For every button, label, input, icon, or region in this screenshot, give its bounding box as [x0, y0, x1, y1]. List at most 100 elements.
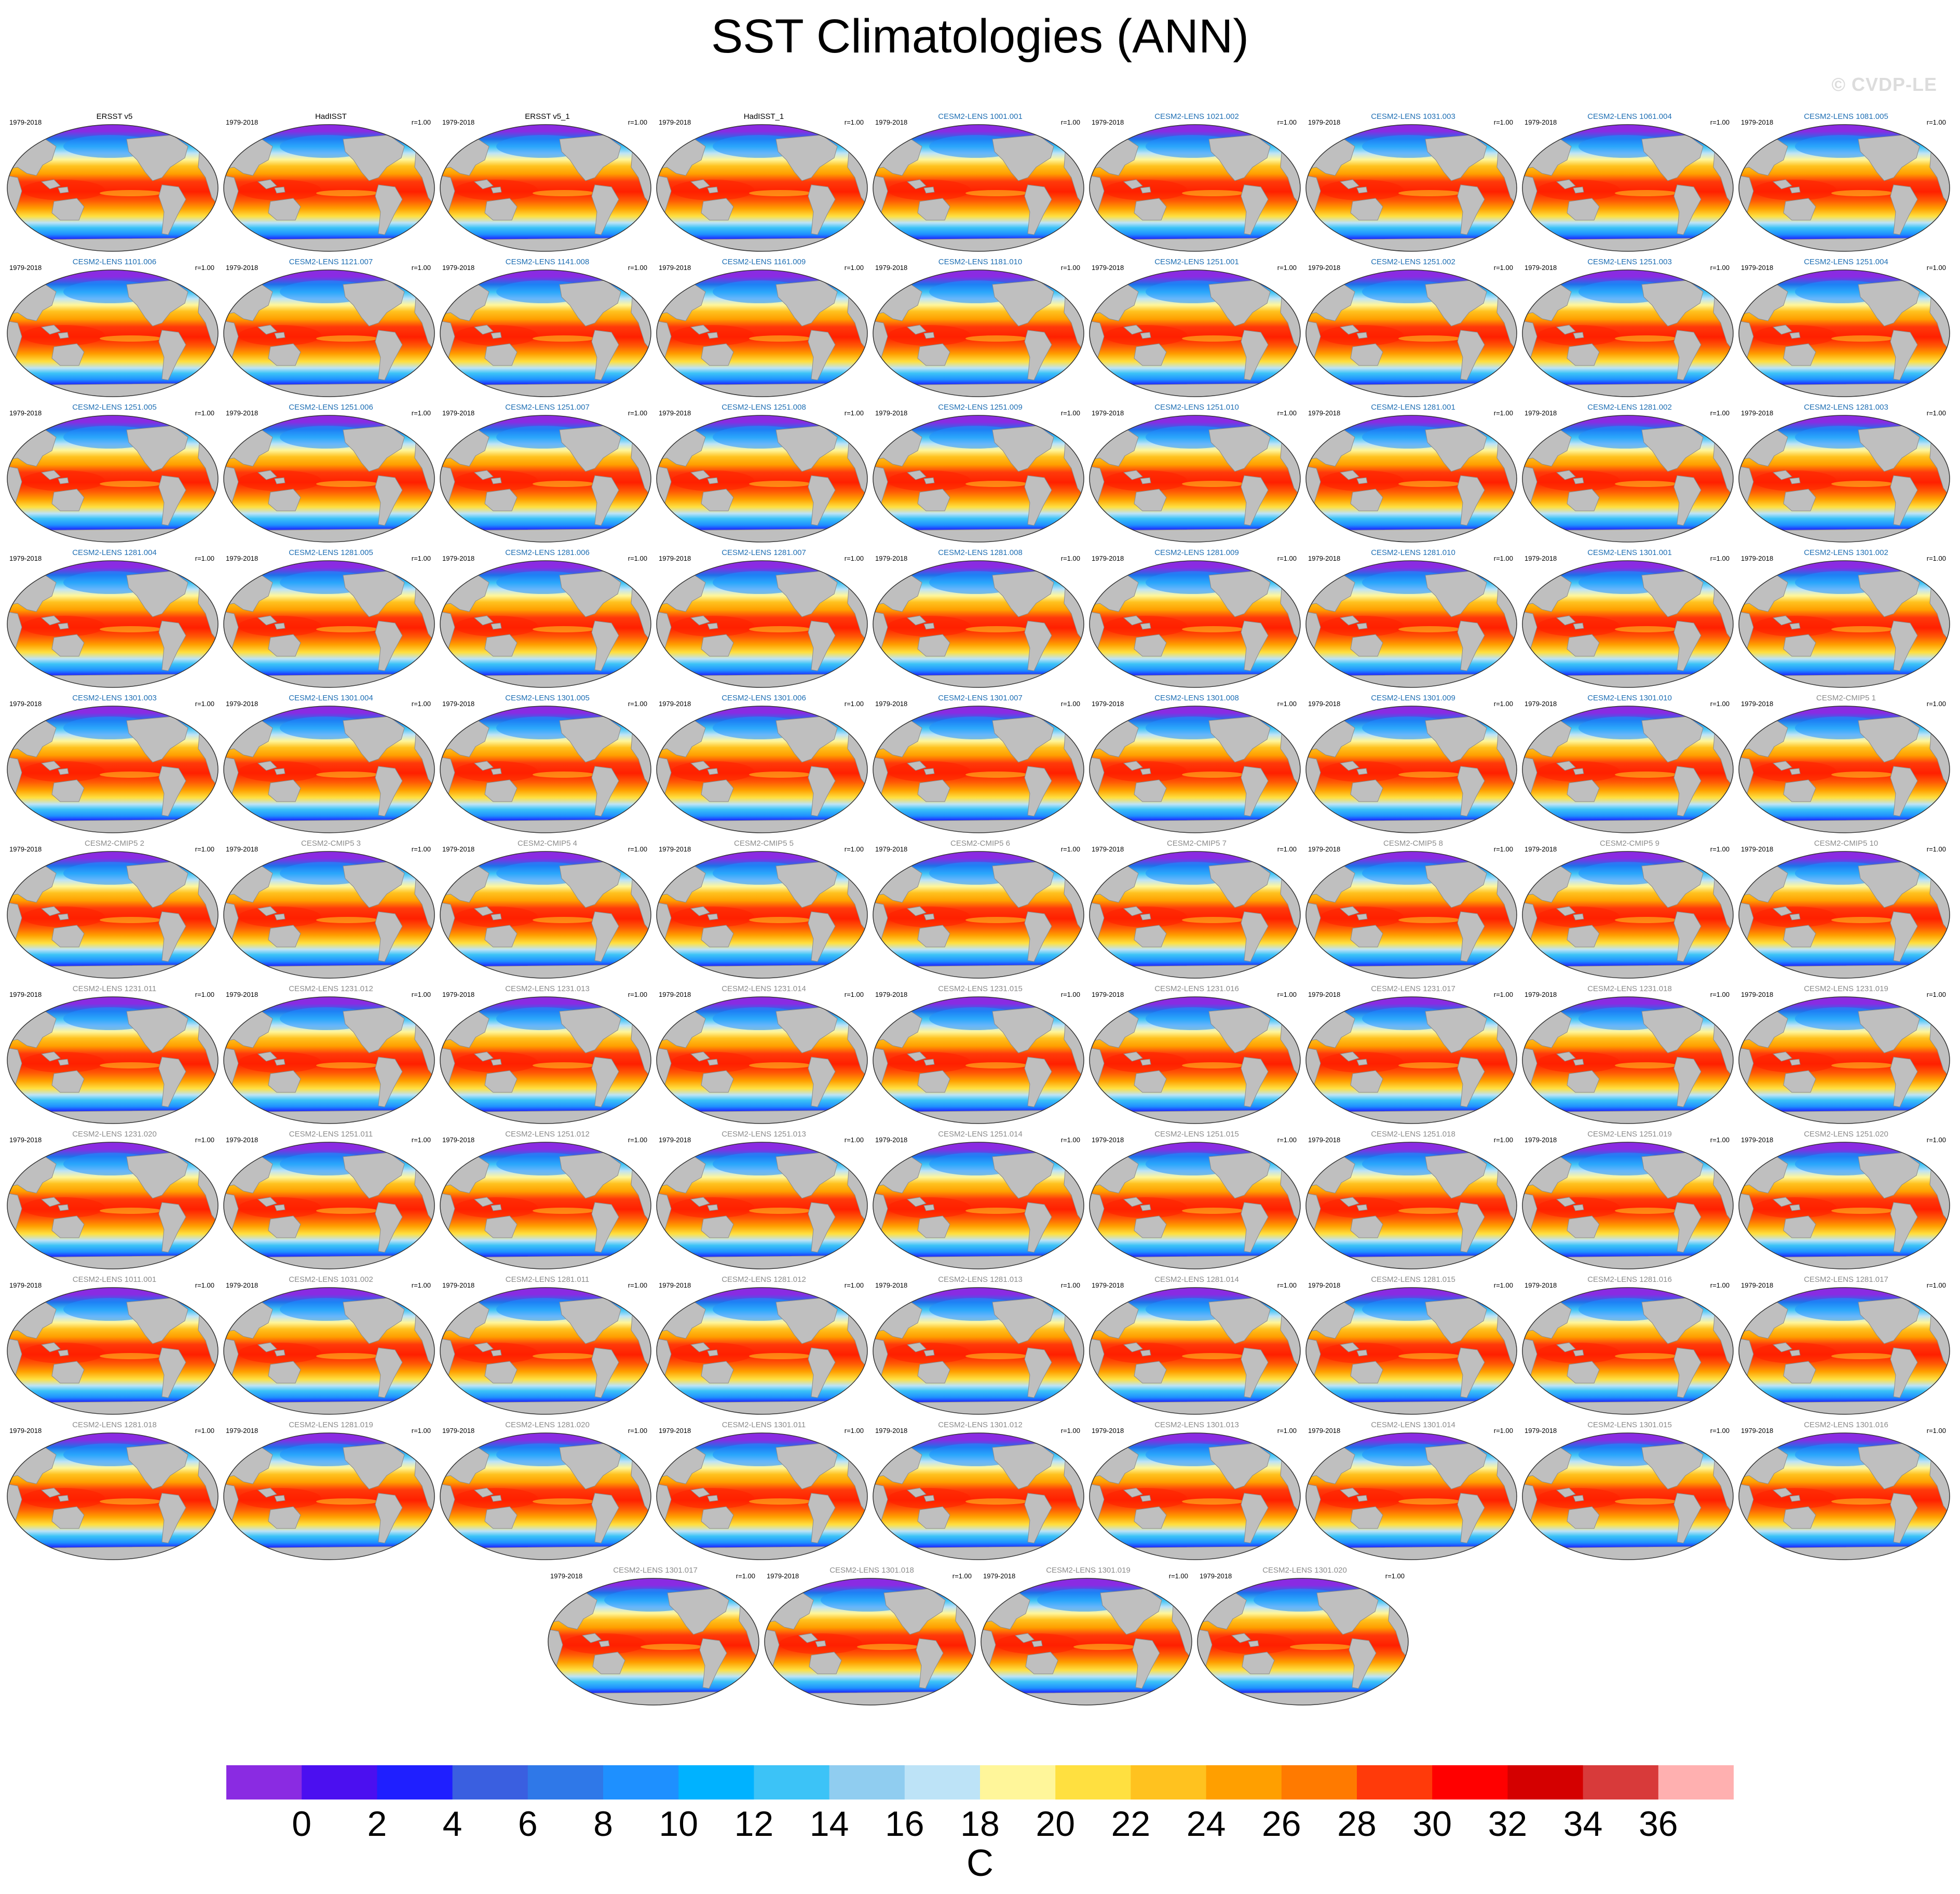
- panel-years: 1979-2018: [659, 554, 691, 562]
- panel-title: CESM2-LENS 1021.002: [1154, 112, 1239, 121]
- map-panel: 1979-2018 CESM2-LENS 1281.020 r=1.00: [439, 1419, 656, 1565]
- panel-years: 1979-2018: [9, 1136, 42, 1144]
- map-panel: 1979-2018 CESM2-LENS 1251.004 r=1.00: [1738, 256, 1954, 402]
- panel-title: CESM2-LENS 1301.012: [938, 1420, 1023, 1429]
- map-outline: [1522, 124, 1734, 252]
- sst-map: [223, 560, 435, 688]
- map-outline: [7, 1142, 219, 1269]
- panel-years: 1979-2018: [1308, 1281, 1341, 1289]
- map-panel: 1979-2018 CESM2-LENS 1281.011 r=1.00: [439, 1274, 656, 1419]
- panel-pattern-correlation: r=1.00: [1277, 264, 1297, 272]
- map-outline: [1089, 1142, 1301, 1269]
- panel-pattern-correlation: r=1.00: [844, 409, 864, 417]
- panel-title: CESM2-LENS 1251.010: [1154, 403, 1239, 412]
- panel-years: 1979-2018: [1525, 700, 1557, 708]
- colorbar-tick-label: 4: [443, 1804, 462, 1838]
- panel-pattern-correlation: r=1.00: [1493, 264, 1513, 272]
- map-outline: [7, 851, 219, 979]
- panel-title: CESM2-LENS 1281.003: [1804, 403, 1888, 412]
- panel-years: 1979-2018: [442, 264, 475, 272]
- panel-years: 1979-2018: [442, 1281, 475, 1289]
- colorbar-swatch: [1055, 1765, 1131, 1800]
- panel-years: 1979-2018: [226, 409, 258, 417]
- panel-years: 1979-2018: [1308, 409, 1341, 417]
- panel-title: CESM2-CMIP5 1: [1816, 694, 1876, 702]
- colorbar: 0 2 4 6 8 10 12 14 16 18 20 22 24 26 28 30 32 34 36: [226, 1765, 1734, 1838]
- panel-title: CESM2-LENS 1301.013: [1154, 1420, 1239, 1429]
- panel-pattern-correlation: r=1.00: [1493, 1427, 1513, 1435]
- panel-pattern-correlation: r=1.00: [844, 554, 864, 562]
- panel-years: 1979-2018: [1092, 554, 1124, 562]
- colorbar-tick-label: 24: [1187, 1804, 1226, 1838]
- panel-title: CESM2-LENS 1281.002: [1587, 403, 1672, 412]
- map-outline: [1522, 415, 1734, 543]
- panel-title: CESM2-LENS 1031.002: [289, 1275, 373, 1284]
- map-panel: 1979-2018 CESM2-LENS 1231.019 r=1.00: [1738, 983, 1954, 1129]
- map-outline: [873, 1287, 1084, 1415]
- panel-years: 1979-2018: [875, 554, 908, 562]
- sst-map: [1522, 1287, 1734, 1415]
- panel-years: 1979-2018: [9, 991, 42, 998]
- sst-map: [1738, 1287, 1950, 1415]
- panel-pattern-correlation: r=1.00: [1493, 1136, 1513, 1144]
- map-panel: 1979-2018 CESM2-LENS 1281.009 r=1.00: [1088, 547, 1305, 693]
- panel-title: CESM2-LENS 1231.018: [1587, 984, 1672, 993]
- colorbar-tick-label: 12: [734, 1804, 774, 1838]
- sst-map: [873, 124, 1084, 252]
- panel-years: 1979-2018: [875, 1281, 908, 1289]
- panel-years: 1979-2018: [659, 700, 691, 708]
- map-panel: 1979-2018 CESM2-LENS 1251.013 r=1.00: [656, 1129, 872, 1274]
- colorbar-tick-label: 20: [1036, 1804, 1075, 1838]
- panel-title: CESM2-LENS 1281.016: [1587, 1275, 1672, 1284]
- sst-map: [656, 851, 868, 979]
- panel-title: CESM2-LENS 1281.009: [1154, 548, 1239, 557]
- map-panel: 1979-2018 CESM2-CMIP5 4 r=1.00: [439, 838, 656, 983]
- map-outline: [7, 1432, 219, 1560]
- colorbar-swatch: [1357, 1765, 1433, 1800]
- map-outline: [440, 1287, 651, 1415]
- map-outline: [1738, 1432, 1950, 1560]
- map-panel: 1979-2018 CESM2-LENS 1281.010 r=1.00: [1305, 547, 1521, 693]
- sst-map: [1738, 415, 1950, 543]
- panel-years: 1979-2018: [442, 1427, 475, 1435]
- sst-map: [656, 269, 868, 397]
- sst-map: [873, 851, 1084, 979]
- map-panel: 1979-2018 CESM2-LENS 1301.018 r=1.00: [764, 1565, 980, 1710]
- map-panel: 1979-2018 CESM2-LENS 1231.018 r=1.00: [1521, 983, 1738, 1129]
- map-outline: [440, 415, 651, 543]
- panel-pattern-correlation: r=1.00: [1710, 845, 1730, 853]
- map-outline: [440, 996, 651, 1124]
- sst-map: [1738, 560, 1950, 688]
- map-panel: 1979-2018 CESM2-LENS 1301.016 r=1.00: [1738, 1419, 1954, 1565]
- panel-title: CESM2-LENS 1231.020: [72, 1130, 157, 1139]
- map-outline: [1089, 269, 1301, 397]
- sst-map: [1305, 124, 1517, 252]
- panel-pattern-correlation: r=1.00: [1060, 118, 1080, 126]
- panel-pattern-correlation: r=1.00: [1710, 991, 1730, 998]
- map-outline: [1738, 1287, 1950, 1415]
- panel-years: 1979-2018: [226, 264, 258, 272]
- sst-map: [7, 1287, 219, 1415]
- panel-years: 1979-2018: [875, 1427, 908, 1435]
- map-panel: 1979-2018 CESM2-CMIP5 1 r=1.00: [1738, 693, 1954, 838]
- panel-title: CESM2-LENS 1231.013: [505, 984, 590, 993]
- map-outline: [7, 415, 219, 543]
- map-outline: [223, 851, 435, 979]
- panel-title: CESM2-LENS 1301.018: [829, 1566, 914, 1575]
- map-panel: 1979-2018 CESM2-LENS 1301.015 r=1.00: [1521, 1419, 1738, 1565]
- panel-years: 1979-2018: [9, 264, 42, 272]
- panel-title: CESM2-CMIP5 6: [950, 839, 1011, 848]
- sst-map: [7, 706, 219, 833]
- panel-years: 1979-2018: [9, 700, 42, 708]
- map-outline: [7, 996, 219, 1124]
- map-panel: 1979-2018 CESM2-LENS 1231.016 r=1.00: [1088, 983, 1305, 1129]
- sst-map: [223, 1432, 435, 1560]
- map-outline: [1305, 1142, 1517, 1269]
- panel-title: CESM2-LENS 1251.003: [1587, 258, 1672, 266]
- panel-years: 1979-2018: [1741, 118, 1774, 126]
- panel-years: 1979-2018: [1525, 991, 1557, 998]
- sst-map: [1522, 124, 1734, 252]
- map-panel: 1979-2018 CESM2-LENS 1301.004 r=1.00: [223, 693, 439, 838]
- colorbar-swatch: [678, 1765, 754, 1800]
- panel-pattern-correlation: r=1.00: [1710, 700, 1730, 708]
